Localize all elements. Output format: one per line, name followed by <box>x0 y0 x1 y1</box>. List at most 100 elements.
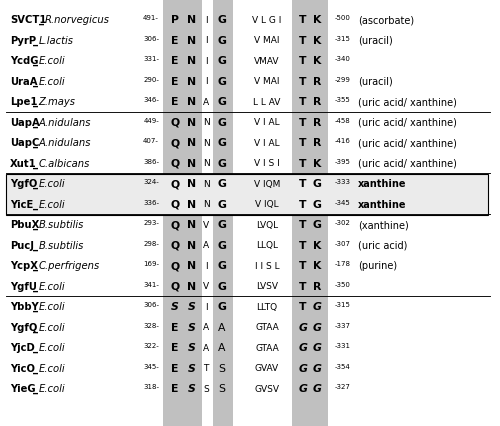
Text: A.nidulans: A.nidulans <box>38 138 91 148</box>
Text: YgfO: YgfO <box>10 179 38 189</box>
Text: G: G <box>218 261 226 271</box>
Text: -337: -337 <box>335 323 351 329</box>
Text: _: _ <box>33 220 38 230</box>
Text: G: G <box>218 200 226 210</box>
Text: N: N <box>188 179 196 189</box>
Text: V I S I: V I S I <box>254 159 280 168</box>
Text: GTAA: GTAA <box>255 344 279 353</box>
Bar <box>213 0 233 426</box>
Text: G: G <box>312 343 322 353</box>
Text: R: R <box>313 77 321 87</box>
Text: -354: -354 <box>335 364 351 370</box>
Text: K: K <box>313 261 321 271</box>
Text: T: T <box>299 56 307 66</box>
Text: YieG: YieG <box>10 384 36 394</box>
Text: T: T <box>299 200 307 210</box>
Text: C.perfrigens: C.perfrigens <box>38 261 100 271</box>
Text: 336-: 336- <box>143 200 159 206</box>
Text: E.coli: E.coli <box>38 343 66 353</box>
Text: S: S <box>188 302 196 312</box>
Text: 449-: 449- <box>144 118 159 124</box>
Text: N: N <box>202 139 209 148</box>
Text: G: G <box>312 384 322 394</box>
Text: T: T <box>299 77 307 87</box>
Text: _: _ <box>33 118 38 128</box>
Text: (uric acid/ xanthine): (uric acid/ xanthine) <box>358 118 457 128</box>
Text: I: I <box>204 57 208 66</box>
Text: T: T <box>204 364 208 373</box>
Text: _: _ <box>33 159 38 169</box>
Text: S: S <box>188 323 196 333</box>
Text: 345-: 345- <box>144 364 159 370</box>
Text: N: N <box>188 15 196 25</box>
Bar <box>6 174 488 215</box>
Text: (purine): (purine) <box>358 261 397 271</box>
Text: G: G <box>312 220 322 230</box>
Text: -302: -302 <box>335 220 351 226</box>
Text: E.coli: E.coli <box>38 77 66 87</box>
Text: G: G <box>298 323 308 333</box>
Text: V MAI: V MAI <box>254 36 280 45</box>
Text: I: I <box>204 36 208 45</box>
Text: 491-: 491- <box>143 15 159 21</box>
Text: N: N <box>188 159 196 169</box>
Text: K: K <box>313 36 321 46</box>
Text: L L AV: L L AV <box>254 98 280 107</box>
Text: xanthine: xanthine <box>358 179 406 189</box>
Text: 318-: 318- <box>143 384 159 390</box>
Text: E.coli: E.coli <box>38 179 66 189</box>
Text: -500: -500 <box>335 15 351 21</box>
Text: LLTQ: LLTQ <box>256 303 278 312</box>
Text: -178: -178 <box>335 261 351 267</box>
Text: E: E <box>172 97 178 107</box>
Text: -350: -350 <box>335 282 351 288</box>
Text: _: _ <box>33 261 38 271</box>
Text: (xanthine): (xanthine) <box>358 220 409 230</box>
Text: 328-: 328- <box>143 323 159 329</box>
Text: G: G <box>312 364 322 374</box>
Text: E.coli: E.coli <box>38 364 66 374</box>
Text: S: S <box>218 384 226 394</box>
Text: 407-: 407- <box>143 138 159 144</box>
Text: G: G <box>218 15 226 25</box>
Text: T: T <box>299 282 307 292</box>
Text: _: _ <box>33 384 38 394</box>
Text: E: E <box>172 36 178 46</box>
Text: T: T <box>299 179 307 189</box>
Text: Lpe1: Lpe1 <box>10 97 38 107</box>
Text: R: R <box>313 97 321 107</box>
Text: G: G <box>298 384 308 394</box>
Text: G: G <box>312 200 322 210</box>
Text: VMAV: VMAV <box>254 57 280 66</box>
Text: -333: -333 <box>335 179 351 185</box>
Text: 386-: 386- <box>143 159 159 165</box>
Text: N: N <box>188 220 196 230</box>
Text: YcpX: YcpX <box>10 261 38 271</box>
Text: A: A <box>203 98 209 107</box>
Text: _: _ <box>33 323 38 333</box>
Text: G: G <box>218 302 226 312</box>
Text: K: K <box>313 56 321 66</box>
Text: G: G <box>218 241 226 251</box>
Text: E: E <box>172 56 178 66</box>
Text: (ascorbate): (ascorbate) <box>358 15 414 25</box>
Text: I: I <box>204 303 208 312</box>
Text: Q: Q <box>170 118 179 128</box>
Text: YgfU: YgfU <box>10 282 37 292</box>
Text: LVQL: LVQL <box>256 221 278 230</box>
Text: N: N <box>202 200 209 209</box>
Text: G: G <box>218 138 226 148</box>
Text: YgfQ: YgfQ <box>10 323 38 333</box>
Text: _: _ <box>33 77 38 87</box>
Text: GVAV: GVAV <box>255 364 279 373</box>
Text: -458: -458 <box>335 118 351 124</box>
Text: I: I <box>204 16 208 25</box>
Text: UraA: UraA <box>10 77 38 87</box>
Text: YcdG: YcdG <box>10 56 38 66</box>
Text: C.albicans: C.albicans <box>38 159 90 169</box>
Bar <box>292 0 328 426</box>
Text: PyrP: PyrP <box>10 36 36 46</box>
Text: T: T <box>299 36 307 46</box>
Text: -331: -331 <box>335 343 351 349</box>
Text: 306-: 306- <box>143 36 159 42</box>
